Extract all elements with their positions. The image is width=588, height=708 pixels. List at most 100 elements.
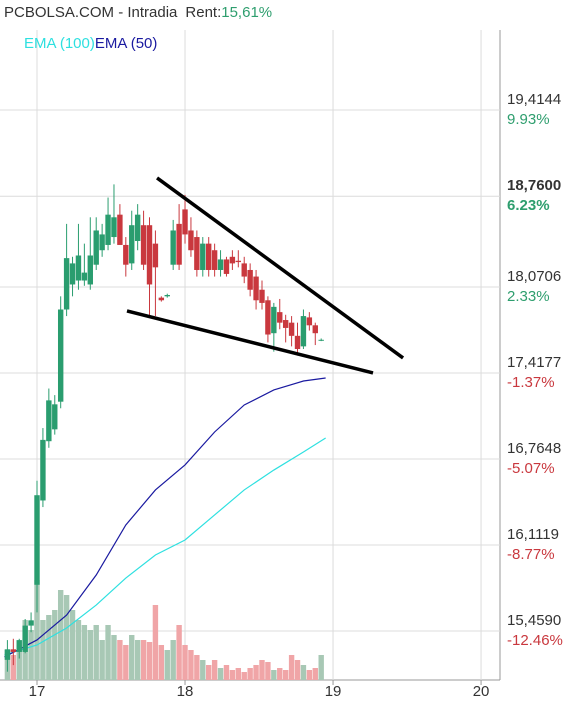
candle-body (247, 269, 253, 290)
volume-bar (146, 642, 153, 680)
y-tick-label: 18,0706 (507, 268, 561, 285)
candle-body (306, 317, 313, 326)
candle-body (87, 255, 93, 285)
x-tick-label: 18 (177, 683, 194, 700)
trendline (156, 176, 405, 360)
volume-bar (69, 610, 76, 680)
change-label: -12.46% (507, 632, 563, 649)
candle-body (188, 230, 194, 251)
volume-bar (223, 665, 230, 680)
legend: EMA (100)EMA (50) (24, 35, 157, 52)
ema-line (4, 437, 326, 656)
candle-body (223, 259, 230, 274)
volume-bar (182, 645, 188, 680)
volume-bar (306, 670, 313, 680)
volume-bar (164, 650, 170, 680)
candle-body (75, 255, 82, 281)
candle-body (40, 439, 46, 501)
candle-body (318, 339, 324, 341)
volume-bar (282, 670, 289, 680)
volume-bar (134, 640, 141, 680)
candle-body (22, 625, 28, 652)
y-tick-label: 15,4590 (507, 612, 561, 629)
volume-bar (34, 580, 40, 680)
candle-body (253, 276, 259, 301)
candle-body (294, 335, 301, 350)
volume-bar (152, 605, 159, 680)
volume-bar (229, 670, 236, 680)
volume-bar (81, 625, 88, 680)
candle-body (288, 322, 295, 336)
volume-bar (194, 655, 200, 680)
candle-body (129, 225, 135, 264)
candle-body (16, 640, 22, 652)
volume-bar (105, 625, 111, 680)
candle-body (146, 225, 153, 285)
volume-bar (87, 630, 93, 680)
volume-bar (46, 615, 52, 680)
volume-bar (188, 650, 194, 680)
candle-body (271, 306, 277, 334)
candle-body (105, 214, 111, 245)
candle-body (69, 263, 76, 285)
candle-body (200, 243, 206, 270)
volume-bar (28, 630, 34, 680)
volume-bar (176, 625, 182, 680)
volume-bar (16, 645, 22, 680)
candle-body (259, 289, 265, 303)
candle-body (206, 243, 212, 270)
volume-bar (265, 662, 271, 680)
candle-body (52, 404, 58, 430)
candle-body (158, 297, 165, 301)
candle-body (300, 316, 307, 347)
volume-bar (253, 665, 259, 680)
volume-bar (288, 655, 295, 680)
candle-body (176, 223, 182, 265)
volume-bar (57, 590, 64, 680)
volume-bar (111, 635, 117, 680)
x-tick-label: 17 (29, 683, 46, 700)
rent-label: Rent: (185, 4, 221, 21)
candle-body (164, 295, 170, 297)
x-tick-label: 19 (325, 683, 342, 700)
volume-bar (170, 640, 176, 680)
candle-body (194, 237, 200, 270)
volume-bar (271, 670, 277, 680)
volume-bar (211, 660, 218, 680)
candle-body (123, 244, 129, 265)
candle-body (10, 649, 17, 652)
volume-bar (277, 668, 283, 680)
candle-body (235, 260, 242, 263)
change-label: 6.23% (507, 197, 550, 214)
change-label: 9.93% (507, 111, 550, 128)
volume-bar (294, 660, 301, 680)
volume-bar (247, 668, 253, 680)
candle-body (282, 320, 289, 328)
candle-body (265, 300, 271, 335)
volume-bar (63, 595, 70, 680)
candle-body (57, 309, 64, 402)
legend-entry: EMA (100) (24, 35, 95, 52)
chart-header: PCBOLSA.COM - Intradia Rent:15,61% (4, 4, 272, 21)
volume-bar (117, 640, 123, 680)
change-label: -8.77% (507, 546, 555, 563)
volume-bar (93, 625, 99, 680)
rent-value: 15,61% (221, 4, 272, 21)
candle-body (46, 400, 52, 442)
candle-body (63, 258, 70, 310)
candle-body (229, 256, 236, 264)
candle-body (152, 243, 159, 268)
volume-bar (158, 645, 165, 680)
volume-bar (140, 640, 147, 680)
legend-entry: EMA (50) (95, 35, 158, 52)
volume-bar (312, 668, 318, 680)
candle-body (28, 620, 34, 626)
y-tick-label: 16,7648 (507, 440, 561, 457)
volume-bar (10, 655, 17, 680)
volume-bar (217, 668, 224, 680)
volume-bar (206, 665, 212, 680)
trendline (126, 309, 374, 375)
y-tick-label: 17,4177 (507, 354, 561, 371)
change-label: 2.33% (507, 288, 550, 305)
